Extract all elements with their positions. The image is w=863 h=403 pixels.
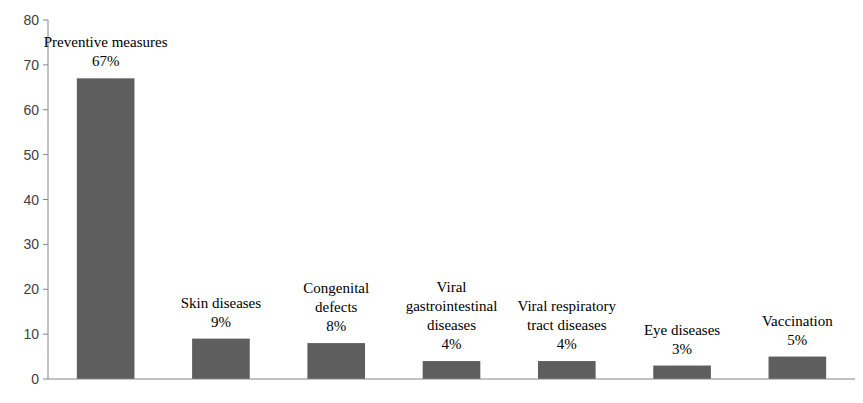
category-label-line: Congenital xyxy=(303,280,369,296)
category-label: Viral gastrointestinal diseases xyxy=(406,279,498,333)
y-tick xyxy=(43,334,48,335)
y-tick xyxy=(43,199,48,200)
data-labels: 67% Preventive measures 9% Skin diseases 8% C… xyxy=(44,34,833,356)
y-tick xyxy=(43,64,48,65)
bar xyxy=(769,357,827,379)
category-label-line: Vaccination xyxy=(762,313,833,329)
category-label: Eye diseases xyxy=(644,322,720,338)
value-label: 3% xyxy=(672,341,692,357)
y-tick-label: 10 xyxy=(23,326,39,342)
bar xyxy=(653,366,711,379)
category-label-line: defects xyxy=(315,299,358,315)
value-label: 67% xyxy=(92,53,120,69)
y-tick xyxy=(43,289,48,290)
y-tick-label: 70 xyxy=(23,57,39,73)
bar xyxy=(307,343,365,379)
y-axis: 0 10 20 30 40 50 60 70 80 xyxy=(23,12,48,387)
bar xyxy=(423,361,481,379)
y-tick-label: 80 xyxy=(23,12,39,28)
bar xyxy=(192,339,250,379)
y-tick xyxy=(43,154,48,155)
y-tick xyxy=(43,379,48,380)
value-label: 9% xyxy=(211,314,231,330)
y-tick-label: 30 xyxy=(23,236,39,252)
value-label: 4% xyxy=(557,336,577,352)
bar xyxy=(538,361,596,379)
category-label-line: Preventive measures xyxy=(44,34,168,50)
y-tick-label: 20 xyxy=(23,281,39,297)
category-label-line: gastrointestinal xyxy=(406,298,498,314)
y-tick xyxy=(43,20,48,21)
y-tick xyxy=(43,244,48,245)
category-label-line: Viral xyxy=(437,279,467,295)
chart: 0 10 20 30 40 50 60 70 80 67% Preventive measures 9… xyxy=(0,0,863,403)
category-label-line: Viral respiratory xyxy=(517,298,616,314)
y-tick-label: 40 xyxy=(23,192,39,208)
y-tick-label: 0 xyxy=(31,371,39,387)
y-tick-label: 60 xyxy=(23,102,39,118)
category-label: Vaccination xyxy=(762,313,833,329)
bars xyxy=(77,78,826,379)
category-label: Preventive measures xyxy=(44,34,168,50)
y-axis-line xyxy=(48,20,49,379)
category-label: Congenital defects xyxy=(303,280,369,315)
y-tick xyxy=(43,109,48,110)
value-label: 4% xyxy=(442,336,462,352)
value-label: 5% xyxy=(787,332,807,348)
category-label-line: Eye diseases xyxy=(644,322,720,338)
category-label: Viral respiratory tract diseases xyxy=(517,298,616,333)
category-label: Skin diseases xyxy=(181,295,262,311)
x-axis-line xyxy=(48,379,855,380)
category-label-line: tract diseases xyxy=(527,317,607,333)
y-tick-label: 50 xyxy=(23,147,39,163)
bar xyxy=(77,78,135,379)
category-label-line: diseases xyxy=(427,317,476,333)
category-label-line: Skin diseases xyxy=(181,295,262,311)
value-label: 8% xyxy=(326,318,346,334)
